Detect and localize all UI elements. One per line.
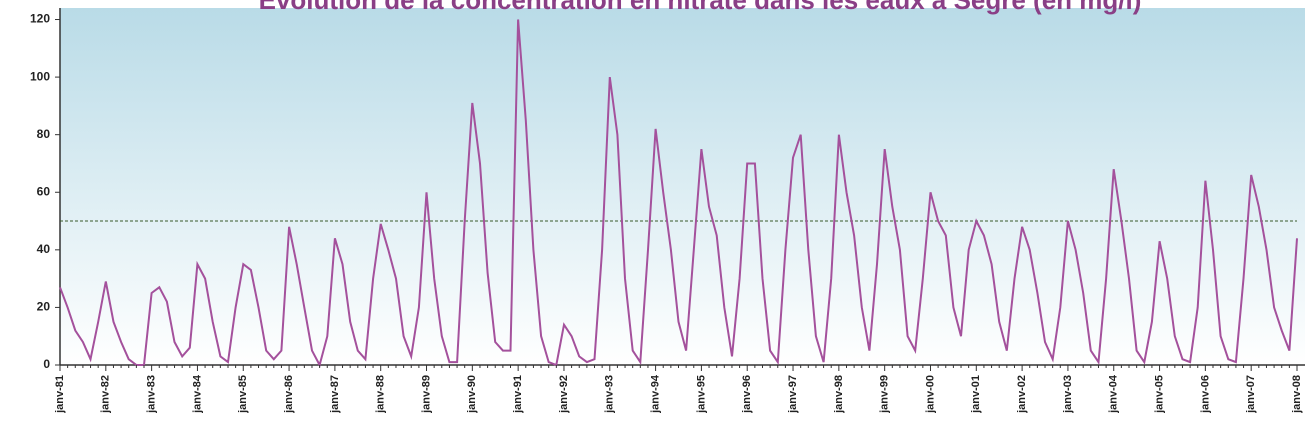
x-tick-label: janv-05 [1153,375,1165,414]
x-tick-label: janv-07 [1245,375,1257,414]
y-tick-label: 60 [37,184,51,198]
x-tick-label: janv-93 [604,375,616,414]
x-tick-label: janv-90 [466,375,478,414]
x-tick-label: janv-82 [100,375,112,414]
x-tick-label: janv-02 [1016,375,1028,414]
x-tick-label: janv-98 [833,375,845,414]
y-tick-label: 120 [30,12,50,26]
x-tick-label: janv-94 [649,374,661,414]
x-tick-label: janv-06 [1199,375,1211,414]
y-tick-label: 20 [37,300,51,314]
y-tick-label: 40 [37,242,51,256]
x-tick-label: janv-08 [1291,375,1303,414]
x-tick-label: janv-95 [695,375,707,414]
x-tick-label: janv-87 [329,375,341,414]
data-line [59,19,1298,368]
x-tick-label: janv-00 [924,375,936,414]
x-tick-label: janv-96 [741,375,753,414]
y-tick-label: 0 [43,357,50,371]
x-tick-label: janv-83 [146,375,158,414]
x-tick-label: janv-99 [879,375,891,414]
plot-background [60,8,1305,365]
x-tick-label: janv-91 [512,375,524,414]
x-tick-label: janv-88 [375,375,387,414]
x-tick-label: janv-84 [191,374,203,414]
x-tick-label: janv-86 [283,375,295,414]
x-tick-label: janv-81 [54,375,66,414]
x-tick-label: janv-01 [970,375,982,414]
chart-title: Évolution de la concentration en nitrate… [259,0,1142,15]
x-tick-label: janv-92 [558,375,570,414]
x-tick-label: janv-03 [1062,375,1074,414]
x-tick-label: janv-04 [1108,374,1120,414]
x-tick-label: janv-89 [420,375,432,414]
y-tick-label: 80 [37,127,51,141]
y-tick-label: 100 [30,69,50,83]
x-tick-label: janv-85 [237,375,249,414]
x-tick-label: janv-97 [787,375,799,414]
